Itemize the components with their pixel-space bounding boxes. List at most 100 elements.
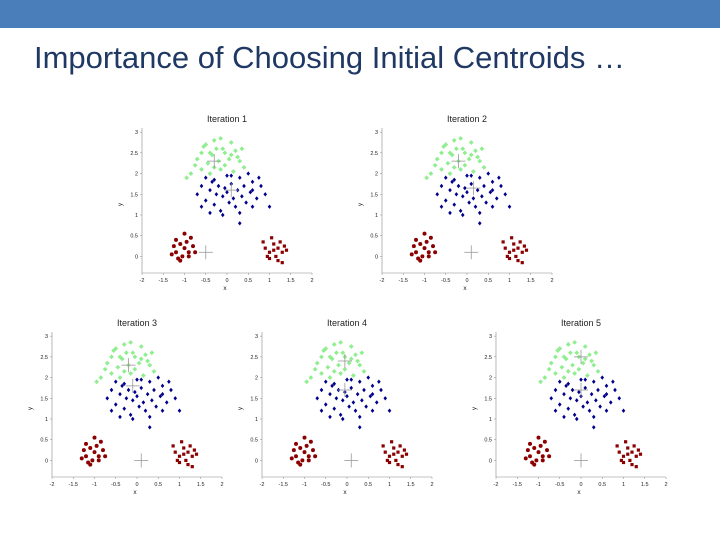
data-point [475, 154, 481, 160]
data-point [128, 412, 133, 418]
data-point [182, 231, 187, 236]
data-point [199, 204, 204, 209]
x-tick-label: -0.5 [555, 482, 564, 488]
x-axis-label: x [463, 285, 467, 292]
data-point [210, 179, 214, 185]
data-point [512, 242, 516, 246]
y-tick-label: 2 [135, 172, 138, 178]
y-tick-label: 1 [45, 417, 48, 423]
data-point [240, 194, 244, 199]
data-point [96, 458, 101, 463]
data-point [193, 250, 198, 255]
data-point [323, 402, 328, 407]
data-point [323, 379, 328, 384]
y-tick-label: 1.5 [250, 396, 258, 402]
data-point [336, 362, 341, 368]
data-point [439, 150, 444, 156]
data-point [186, 462, 190, 467]
data-point [152, 387, 156, 393]
data-point [132, 354, 138, 360]
data-point [220, 146, 226, 152]
data-point [186, 450, 190, 454]
data-point [123, 350, 129, 356]
data-point [514, 254, 518, 259]
data-point [302, 450, 307, 455]
x-tick-label: 1 [508, 278, 511, 284]
data-point [439, 183, 444, 189]
data-point [387, 408, 392, 413]
data-point [381, 444, 385, 448]
data-point [192, 448, 196, 452]
data-point [291, 448, 296, 453]
data-point [302, 435, 307, 440]
data-point [396, 450, 400, 454]
data-point [300, 458, 305, 463]
data-point [109, 408, 114, 413]
data-point [400, 454, 404, 458]
x-tick-label: 1 [622, 482, 625, 488]
data-point [361, 368, 367, 374]
data-point [565, 368, 571, 374]
data-point [98, 375, 104, 380]
data-point [314, 360, 320, 366]
data-point [418, 242, 423, 246]
data-point [130, 416, 135, 422]
data-point [553, 387, 558, 393]
x-tick-label: -1 [92, 482, 97, 488]
data-point [463, 185, 467, 191]
data-point [490, 187, 495, 193]
data-point [411, 244, 416, 249]
data-point [227, 200, 231, 205]
data-point [383, 396, 388, 401]
data-point [199, 167, 204, 172]
data-point [229, 173, 234, 178]
data-point [81, 448, 86, 453]
data-point [101, 448, 105, 453]
x-tick-label: 0 [579, 482, 582, 488]
data-point [120, 383, 124, 389]
data-point [468, 152, 474, 158]
data-point [353, 408, 358, 413]
data-point [488, 190, 493, 195]
data-point [261, 240, 265, 244]
data-point [113, 402, 118, 407]
data-point [548, 360, 554, 366]
data-point [507, 256, 512, 261]
data-point [557, 379, 562, 384]
data-point [540, 458, 545, 463]
data-point [400, 465, 404, 469]
data-point [103, 454, 108, 459]
data-point [396, 462, 400, 467]
data-point [460, 194, 465, 199]
x-tick-label: -1.5 [513, 482, 522, 488]
data-point [494, 196, 499, 201]
data-point [379, 387, 383, 393]
data-point [528, 454, 532, 459]
data-point [584, 373, 590, 378]
slide-title: Importance of Choosing Initial Centroids… [34, 40, 626, 75]
data-point [458, 135, 464, 141]
data-point [351, 400, 356, 405]
data-point [477, 158, 483, 164]
data-point [447, 171, 453, 176]
data-point [169, 252, 174, 257]
data-point [462, 162, 468, 168]
data-point [445, 160, 451, 166]
data-point [468, 140, 474, 145]
data-point [355, 358, 361, 364]
data-point [542, 439, 547, 444]
data-point [235, 154, 241, 160]
data-point [109, 371, 114, 376]
data-point [321, 348, 327, 354]
y-tick-label: 3 [375, 130, 378, 136]
data-point [574, 416, 579, 422]
data-point [276, 258, 280, 263]
data-point [284, 248, 289, 252]
data-point [501, 240, 505, 244]
data-point [350, 373, 356, 378]
x-tick-label: -1 [536, 482, 541, 488]
y-tick-label: 0 [135, 254, 138, 260]
y-tick-label: 3 [489, 334, 492, 340]
data-point [180, 254, 185, 259]
y-axis-label: y [471, 406, 478, 410]
